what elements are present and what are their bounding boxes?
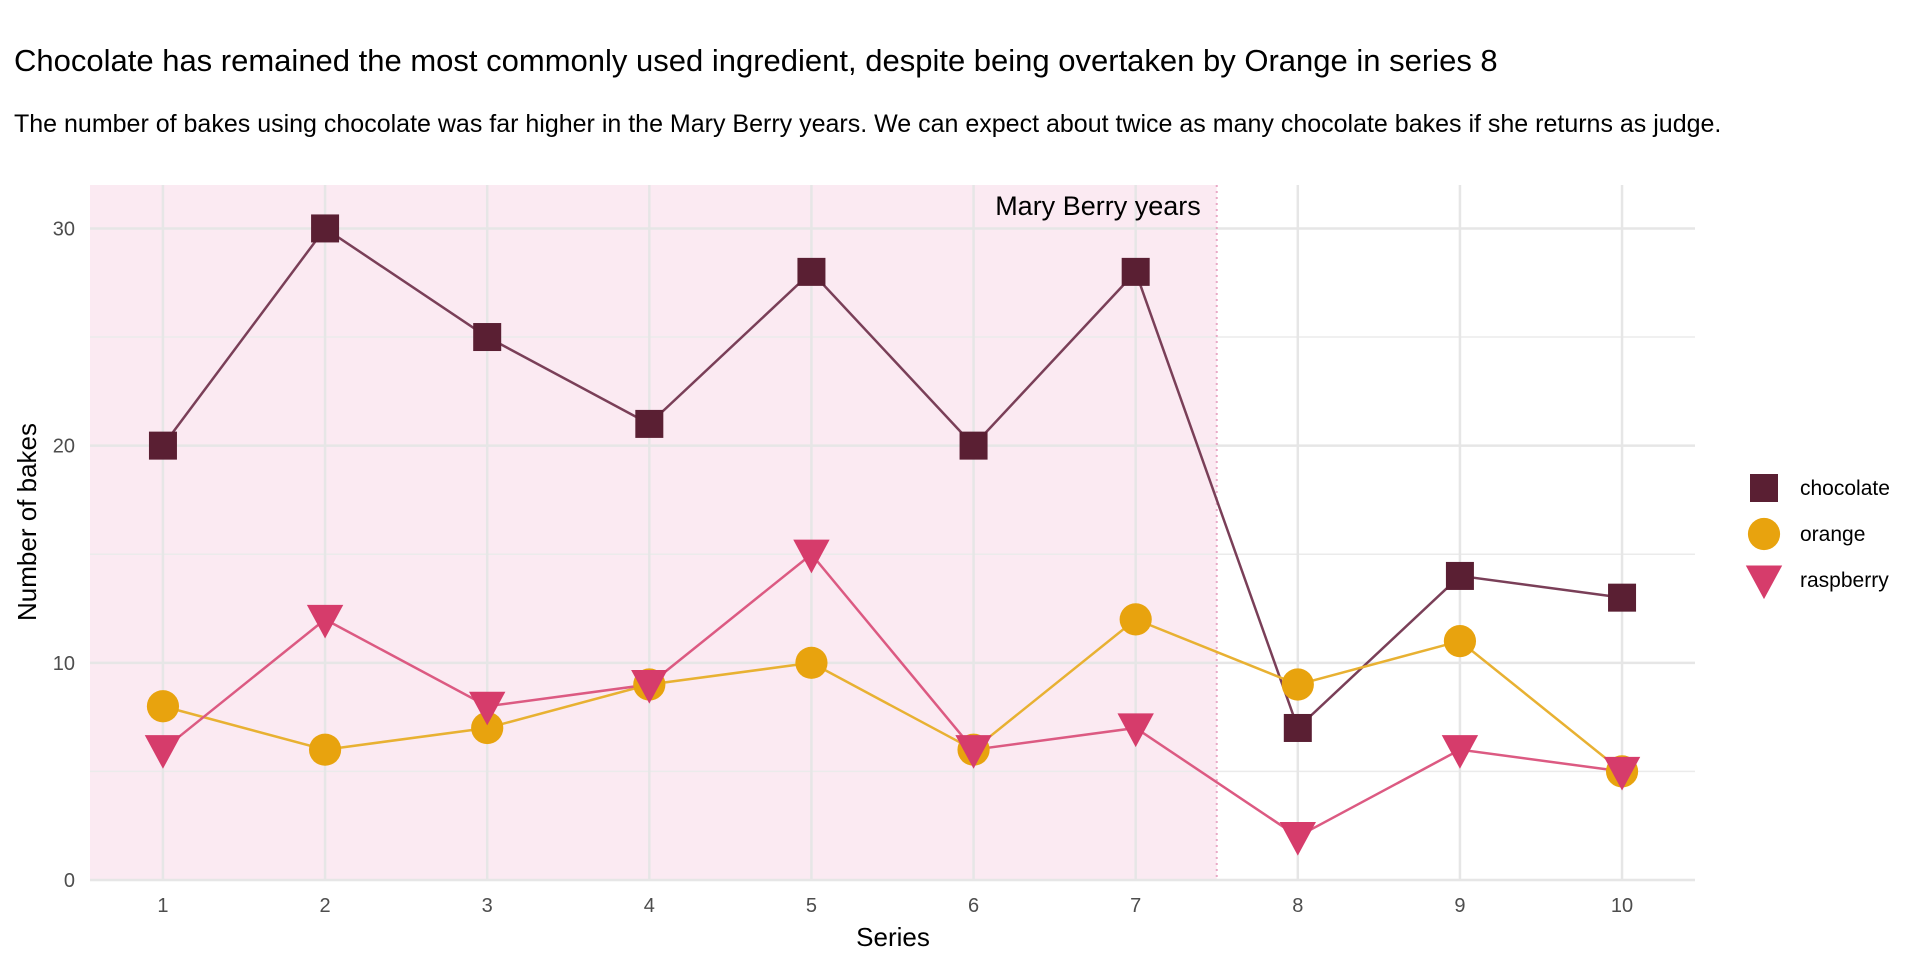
data-point-chocolate (311, 214, 340, 243)
legend-key-raspberry (1745, 565, 1783, 600)
shaded-region (90, 185, 1217, 880)
legend-label-chocolate: chocolate (1800, 477, 1890, 500)
x-tick-label: 9 (1454, 895, 1465, 917)
series-line-orange (162, 617, 1623, 773)
x-tick-label: 3 (482, 895, 493, 917)
axis-ticks: 1 2 3 4 5 6 7 8 9 10 0 10 20 30 (53, 218, 1633, 917)
x-tick-label: 7 (1130, 895, 1141, 917)
x-tick-label: 10 (1611, 895, 1633, 917)
legend-key-chocolate (1750, 474, 1778, 502)
data-point-chocolate (1608, 583, 1637, 612)
data-point-chocolate (148, 431, 177, 460)
data-point-orange (1443, 624, 1477, 658)
data-point-chocolate (473, 323, 502, 352)
data-point-orange (795, 646, 828, 679)
x-tick-label: 1 (157, 895, 168, 917)
data-point-raspberry (1441, 735, 1479, 769)
data-point-orange (308, 733, 342, 766)
y-tick-label: 30 (53, 218, 75, 240)
data-point-raspberry (1117, 713, 1154, 748)
data-point-chocolate (1121, 257, 1150, 286)
data-point-chocolate (635, 409, 664, 438)
legend-label-raspberry: raspberry (1800, 569, 1889, 592)
shaded-region-layer (90, 185, 1217, 880)
chart-subtitle: The number of bakes using chocolate was … (14, 110, 1722, 138)
data-point-raspberry (306, 604, 344, 639)
data-point-raspberry (955, 735, 992, 769)
shaded-region-label: Mary Berry years (995, 191, 1201, 221)
x-tick-label: 2 (320, 895, 331, 917)
y-tick-label: 20 (53, 436, 75, 458)
data-point-orange (1281, 668, 1314, 701)
series-layer (144, 214, 1641, 856)
data-point-raspberry (1279, 822, 1317, 856)
series-line-raspberry (162, 552, 1623, 839)
y-tick-label: 0 (64, 870, 75, 892)
data-point-raspberry (144, 735, 182, 769)
x-tick-label: 8 (1292, 895, 1303, 917)
legend-label-orange: orange (1800, 523, 1865, 546)
data-point-raspberry (793, 539, 830, 574)
x-tick-label: 5 (806, 895, 817, 917)
data-point-chocolate (1283, 713, 1312, 742)
legend: chocolate orange raspberry (1745, 474, 1890, 600)
chart-title: Chocolate has remained the most commonly… (14, 43, 1498, 78)
data-point-orange (146, 690, 180, 723)
x-axis-title: Series (856, 922, 930, 952)
data-point-chocolate (1445, 561, 1474, 590)
y-tick-label: 10 (53, 653, 75, 675)
x-tick-label: 4 (644, 895, 655, 917)
y-axis-title: Number of bakes (12, 423, 42, 621)
data-point-chocolate (797, 257, 826, 286)
data-point-raspberry (631, 669, 668, 704)
series-line-chocolate (161, 226, 1623, 731)
data-point-orange (471, 711, 504, 745)
data-point-chocolate (959, 431, 988, 460)
x-tick-label: 6 (968, 895, 979, 917)
data-point-orange (1119, 603, 1152, 636)
data-point-raspberry (1603, 756, 1641, 791)
legend-key-orange (1747, 517, 1781, 551)
data-point-raspberry (468, 691, 506, 726)
